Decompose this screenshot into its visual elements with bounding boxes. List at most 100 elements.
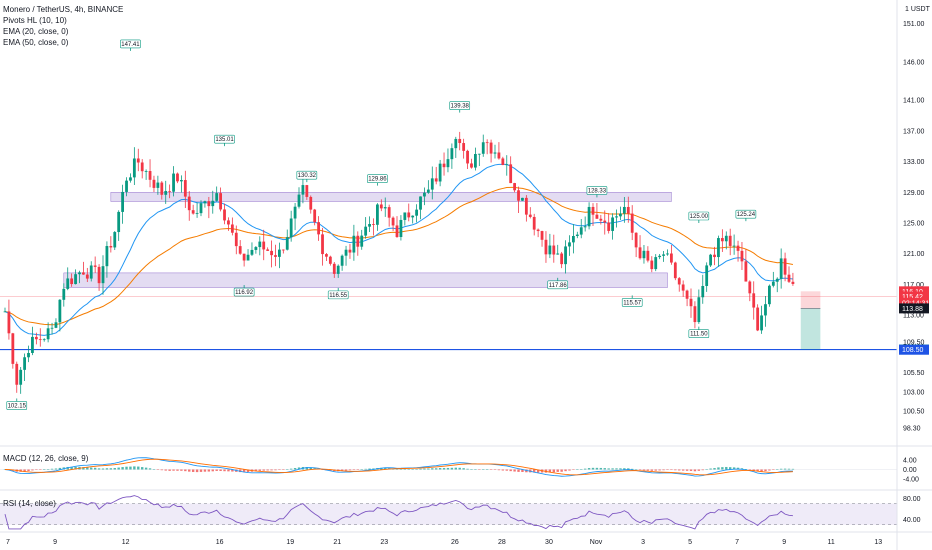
candle-body bbox=[285, 237, 289, 250]
macd-histogram-bar bbox=[482, 469, 485, 470]
candle-body bbox=[348, 249, 352, 253]
macd-histogram-bar bbox=[521, 469, 524, 472]
pivot-label-box bbox=[296, 170, 318, 180]
candle-body bbox=[78, 272, 81, 275]
candle-body bbox=[524, 197, 528, 215]
macd-histogram-bar bbox=[713, 468, 716, 470]
macd-histogram-bar bbox=[564, 469, 567, 472]
time-tick: 9 bbox=[53, 539, 57, 546]
macd-histogram-bar bbox=[603, 468, 606, 470]
macd-histogram-bar bbox=[732, 467, 736, 470]
candle-body bbox=[117, 211, 121, 233]
pivot-label-box bbox=[688, 211, 710, 221]
macd-label: MACD (12, 26, close, 9) bbox=[3, 454, 89, 463]
candle-body bbox=[93, 265, 97, 267]
candle-body bbox=[227, 220, 230, 225]
candle-body bbox=[3, 311, 7, 313]
rsi-pane[interactable] bbox=[0, 495, 897, 530]
macd-histogram-bar bbox=[93, 467, 97, 470]
macd-histogram-bar bbox=[662, 469, 665, 471]
macd-pane[interactable] bbox=[0, 457, 897, 477]
sr-zone bbox=[63, 272, 668, 288]
macd-histogram-bar bbox=[286, 469, 289, 470]
candle-body bbox=[713, 254, 716, 258]
candle-body bbox=[356, 235, 360, 247]
candle-body bbox=[744, 261, 748, 282]
macd-histogram-bar bbox=[43, 469, 46, 470]
candle-body bbox=[732, 245, 736, 247]
position-stop-zone bbox=[800, 291, 821, 309]
candle-body bbox=[764, 304, 767, 316]
candle-body bbox=[62, 288, 66, 300]
candle-body bbox=[297, 194, 301, 207]
candle-body bbox=[203, 201, 207, 204]
candle-body bbox=[611, 217, 614, 231]
macd-histogram-bar bbox=[583, 468, 587, 470]
macd-histogram-bar bbox=[70, 466, 73, 470]
candle-body bbox=[379, 204, 383, 209]
macd-histogram-bar bbox=[431, 468, 434, 470]
candle-body bbox=[42, 339, 46, 341]
macd-histogram-bar bbox=[760, 469, 763, 472]
macd-histogram-bar bbox=[54, 468, 58, 470]
price-pane[interactable]: 102.15 147.41 135.01 116.92 130.32 116.55 129.… bbox=[0, 39, 897, 410]
macd-histogram-bar bbox=[642, 469, 646, 471]
candle-body bbox=[262, 241, 266, 250]
macd-tick: -4.00 bbox=[903, 477, 919, 484]
macd-histogram-bar bbox=[274, 469, 277, 471]
ema50-line bbox=[4, 186, 794, 326]
candle-body bbox=[70, 278, 74, 285]
macd-histogram-bar bbox=[772, 469, 775, 470]
pivot-label: 116.55 bbox=[329, 293, 348, 299]
macd-histogram-bar bbox=[289, 468, 293, 470]
candle-body bbox=[180, 180, 183, 182]
macd-histogram-bar bbox=[66, 466, 69, 470]
candle-body bbox=[336, 265, 340, 274]
macd-histogram-bar bbox=[58, 467, 62, 470]
macd-histogram-bar bbox=[144, 467, 148, 470]
macd-histogram-bar bbox=[705, 469, 708, 470]
macd-histogram-bar bbox=[548, 469, 552, 473]
candle-body bbox=[301, 185, 305, 195]
macd-histogram-bar bbox=[650, 469, 653, 471]
macd-histogram-bar bbox=[454, 467, 457, 470]
macd-histogram-bar bbox=[348, 469, 352, 471]
candle-body bbox=[552, 245, 556, 255]
candle-body bbox=[372, 223, 375, 225]
macd-histogram-bar bbox=[188, 469, 191, 472]
macd-histogram-bar bbox=[729, 467, 732, 470]
macd-histogram-bar bbox=[674, 469, 677, 471]
price-tag-bg bbox=[899, 297, 929, 308]
candle-body bbox=[681, 284, 685, 291]
candle-body bbox=[360, 235, 364, 247]
time-tick: 9 bbox=[782, 539, 786, 546]
macd-histogram-bar bbox=[156, 469, 160, 470]
candle-body bbox=[156, 182, 160, 188]
macd-histogram-bar bbox=[309, 467, 312, 470]
macd-histogram-bar bbox=[399, 469, 403, 470]
candle-body bbox=[242, 253, 246, 261]
macd-histogram-bar bbox=[231, 469, 234, 472]
candle-body bbox=[352, 235, 356, 253]
candle-body bbox=[419, 196, 422, 210]
macd-histogram-bar bbox=[266, 469, 269, 471]
candle-body bbox=[23, 357, 26, 370]
price-tag-bg bbox=[899, 291, 929, 302]
candle-body bbox=[19, 369, 23, 385]
candle-body bbox=[278, 249, 281, 257]
price-tag: 108.50 bbox=[899, 344, 929, 355]
candle-body bbox=[685, 290, 689, 299]
price-tick: 109.50 bbox=[903, 340, 925, 347]
candle-body bbox=[673, 262, 677, 279]
macd-histogram-bar bbox=[517, 469, 520, 472]
macd-histogram-bar bbox=[133, 466, 136, 470]
candle-body bbox=[411, 215, 415, 218]
macd-histogram-bar bbox=[787, 468, 791, 470]
macd-histogram-bar bbox=[31, 469, 34, 471]
candle-body bbox=[391, 217, 395, 226]
macd-histogram-bar bbox=[501, 469, 505, 471]
candle-body bbox=[760, 315, 763, 331]
candle-body bbox=[591, 206, 595, 215]
